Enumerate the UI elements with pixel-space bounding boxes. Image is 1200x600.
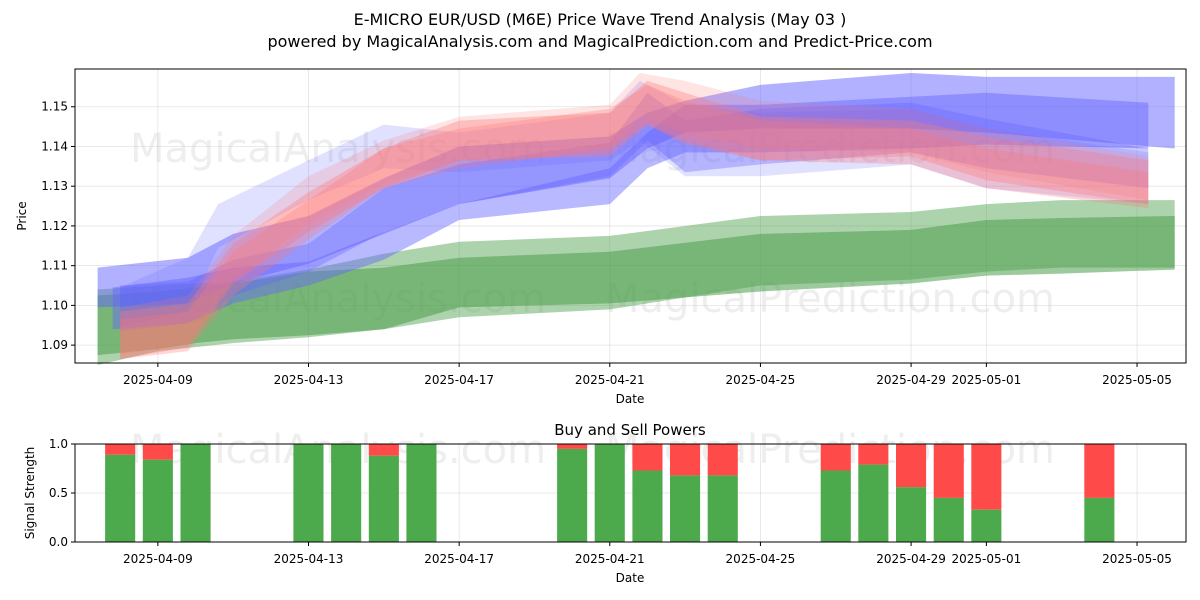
price-y-tick-label: 1.12 bbox=[41, 219, 68, 233]
buy-bar-2025-04-16 bbox=[406, 444, 437, 542]
price-x-tick-label: 2025-05-05 bbox=[1102, 373, 1172, 387]
power-x-axis-label: Date bbox=[616, 571, 645, 585]
sell-bar-2025-04-28 bbox=[858, 444, 889, 465]
band-blue-2 bbox=[112, 92, 1149, 330]
buy-bar-2025-05-04 bbox=[1084, 497, 1115, 542]
price-x-ticks: 2025-04-09 2025-04-13 2025-04-17 2025-04-21… bbox=[123, 363, 1172, 387]
price-panel: MagicalAnalysis.com MagicalPrediction.co… bbox=[15, 68, 1187, 406]
buy-bar-2025-04-28 bbox=[858, 464, 889, 542]
price-x-tick-label: 2025-05-01 bbox=[952, 373, 1022, 387]
sell-bar-2025-05-04 bbox=[1084, 444, 1115, 498]
price-x-tick-label: 2025-04-17 bbox=[424, 373, 494, 387]
buy-bar-2025-04-23 bbox=[670, 475, 701, 542]
power-y-ticks: 0.0 0.5 1.0 bbox=[49, 437, 75, 549]
band-red-2 bbox=[120, 84, 1149, 360]
buy-bar-2025-04-20 bbox=[557, 448, 588, 542]
buy-bar-2025-04-22 bbox=[632, 470, 663, 542]
buy-bar-2025-04-21 bbox=[594, 444, 625, 542]
price-x-tick-label: 2025-04-29 bbox=[876, 373, 946, 387]
sell-bar-2025-04-20 bbox=[557, 444, 588, 449]
band-blue-3 bbox=[120, 92, 1149, 332]
price-y-tick-label: 1.10 bbox=[41, 298, 68, 312]
band-red-3 bbox=[120, 73, 1149, 356]
price-x-axis-label: Date bbox=[616, 392, 645, 406]
buy-bar-2025-04-10 bbox=[180, 444, 211, 542]
buy-bar-2025-04-15 bbox=[368, 455, 399, 542]
power-y-axis-label: Signal Strength bbox=[23, 447, 37, 540]
sell-bar-2025-04-09 bbox=[142, 444, 173, 460]
price-y-tick-label: 1.13 bbox=[41, 179, 68, 193]
sell-bar-2025-04-24 bbox=[707, 444, 738, 476]
power-panel: Buy and Sell Powers MagicalAnalysis.com … bbox=[23, 421, 1187, 585]
sell-bar-2025-04-29 bbox=[896, 444, 927, 488]
price-y-tick-label: 1.15 bbox=[41, 100, 68, 114]
buy-bar-2025-04-08 bbox=[105, 454, 136, 542]
buy-bar-2025-04-29 bbox=[896, 487, 927, 542]
band-red-1 bbox=[120, 80, 1149, 360]
price-x-tick-label: 2025-04-13 bbox=[274, 373, 344, 387]
buy-bar-2025-04-30 bbox=[933, 497, 964, 542]
sell-bar-2025-04-15 bbox=[368, 444, 399, 456]
chart-title: E-MICRO EUR/USD (M6E) Price Wave Trend A… bbox=[354, 10, 847, 29]
power-x-tick-label: 2025-04-17 bbox=[424, 552, 494, 566]
buy-bar-2025-04-14 bbox=[331, 444, 362, 542]
power-x-tick-label: 2025-05-01 bbox=[952, 552, 1022, 566]
price-x-tick-label: 2025-04-09 bbox=[123, 373, 193, 387]
price-y-tick-label: 1.11 bbox=[41, 259, 68, 273]
price-y-tick-label: 1.09 bbox=[41, 338, 68, 352]
price-x-tick-label: 2025-04-25 bbox=[726, 373, 796, 387]
power-axes-frame bbox=[74, 443, 1187, 543]
sell-bar-2025-04-27 bbox=[820, 444, 851, 471]
buy-bar-2025-04-24 bbox=[707, 475, 738, 542]
power-x-tick-label: 2025-04-29 bbox=[876, 552, 946, 566]
power-bars bbox=[105, 444, 1115, 542]
power-x-tick-label: 2025-04-09 bbox=[123, 552, 193, 566]
power-x-tick-label: 2025-04-25 bbox=[726, 552, 796, 566]
power-x-tick-label: 2025-04-13 bbox=[274, 552, 344, 566]
price-x-tick-label: 2025-04-21 bbox=[575, 373, 645, 387]
buy-bar-2025-04-09 bbox=[142, 459, 173, 542]
power-y-tick-label: 0.0 bbox=[49, 535, 68, 549]
sell-bar-2025-04-22 bbox=[632, 444, 663, 471]
power-y-tick-label: 0.5 bbox=[49, 486, 68, 500]
chart-subtitle: powered by MagicalAnalysis.com and Magic… bbox=[267, 32, 932, 51]
power-title: Buy and Sell Powers bbox=[554, 421, 706, 439]
sell-bar-2025-04-30 bbox=[933, 444, 964, 498]
power-x-tick-label: 2025-05-05 bbox=[1102, 552, 1172, 566]
band-green-inner bbox=[97, 216, 1175, 356]
price-bands bbox=[97, 73, 1175, 365]
power-x-tick-label: 2025-04-21 bbox=[575, 552, 645, 566]
sell-bar-2025-05-01 bbox=[971, 444, 1002, 510]
sell-bar-2025-04-23 bbox=[670, 444, 701, 476]
power-y-tick-label: 1.0 bbox=[49, 437, 68, 451]
power-x-ticks: 2025-04-09 2025-04-13 2025-04-17 2025-04-21… bbox=[123, 542, 1172, 566]
buy-bar-2025-04-13 bbox=[293, 444, 324, 542]
sell-bar-2025-04-08 bbox=[105, 444, 136, 455]
band-blue-1 bbox=[97, 73, 1175, 308]
price-y-ticks: 1.09 1.10 1.11 1.12 1.13 1.14 1.15 bbox=[41, 100, 75, 352]
price-axes-frame bbox=[74, 68, 1187, 364]
price-y-axis-label: Price bbox=[15, 201, 29, 230]
buy-bar-2025-04-27 bbox=[820, 470, 851, 542]
price-y-tick-label: 1.14 bbox=[41, 139, 68, 153]
band-blue-4 bbox=[120, 80, 1149, 328]
buy-bar-2025-05-01 bbox=[971, 509, 1002, 542]
